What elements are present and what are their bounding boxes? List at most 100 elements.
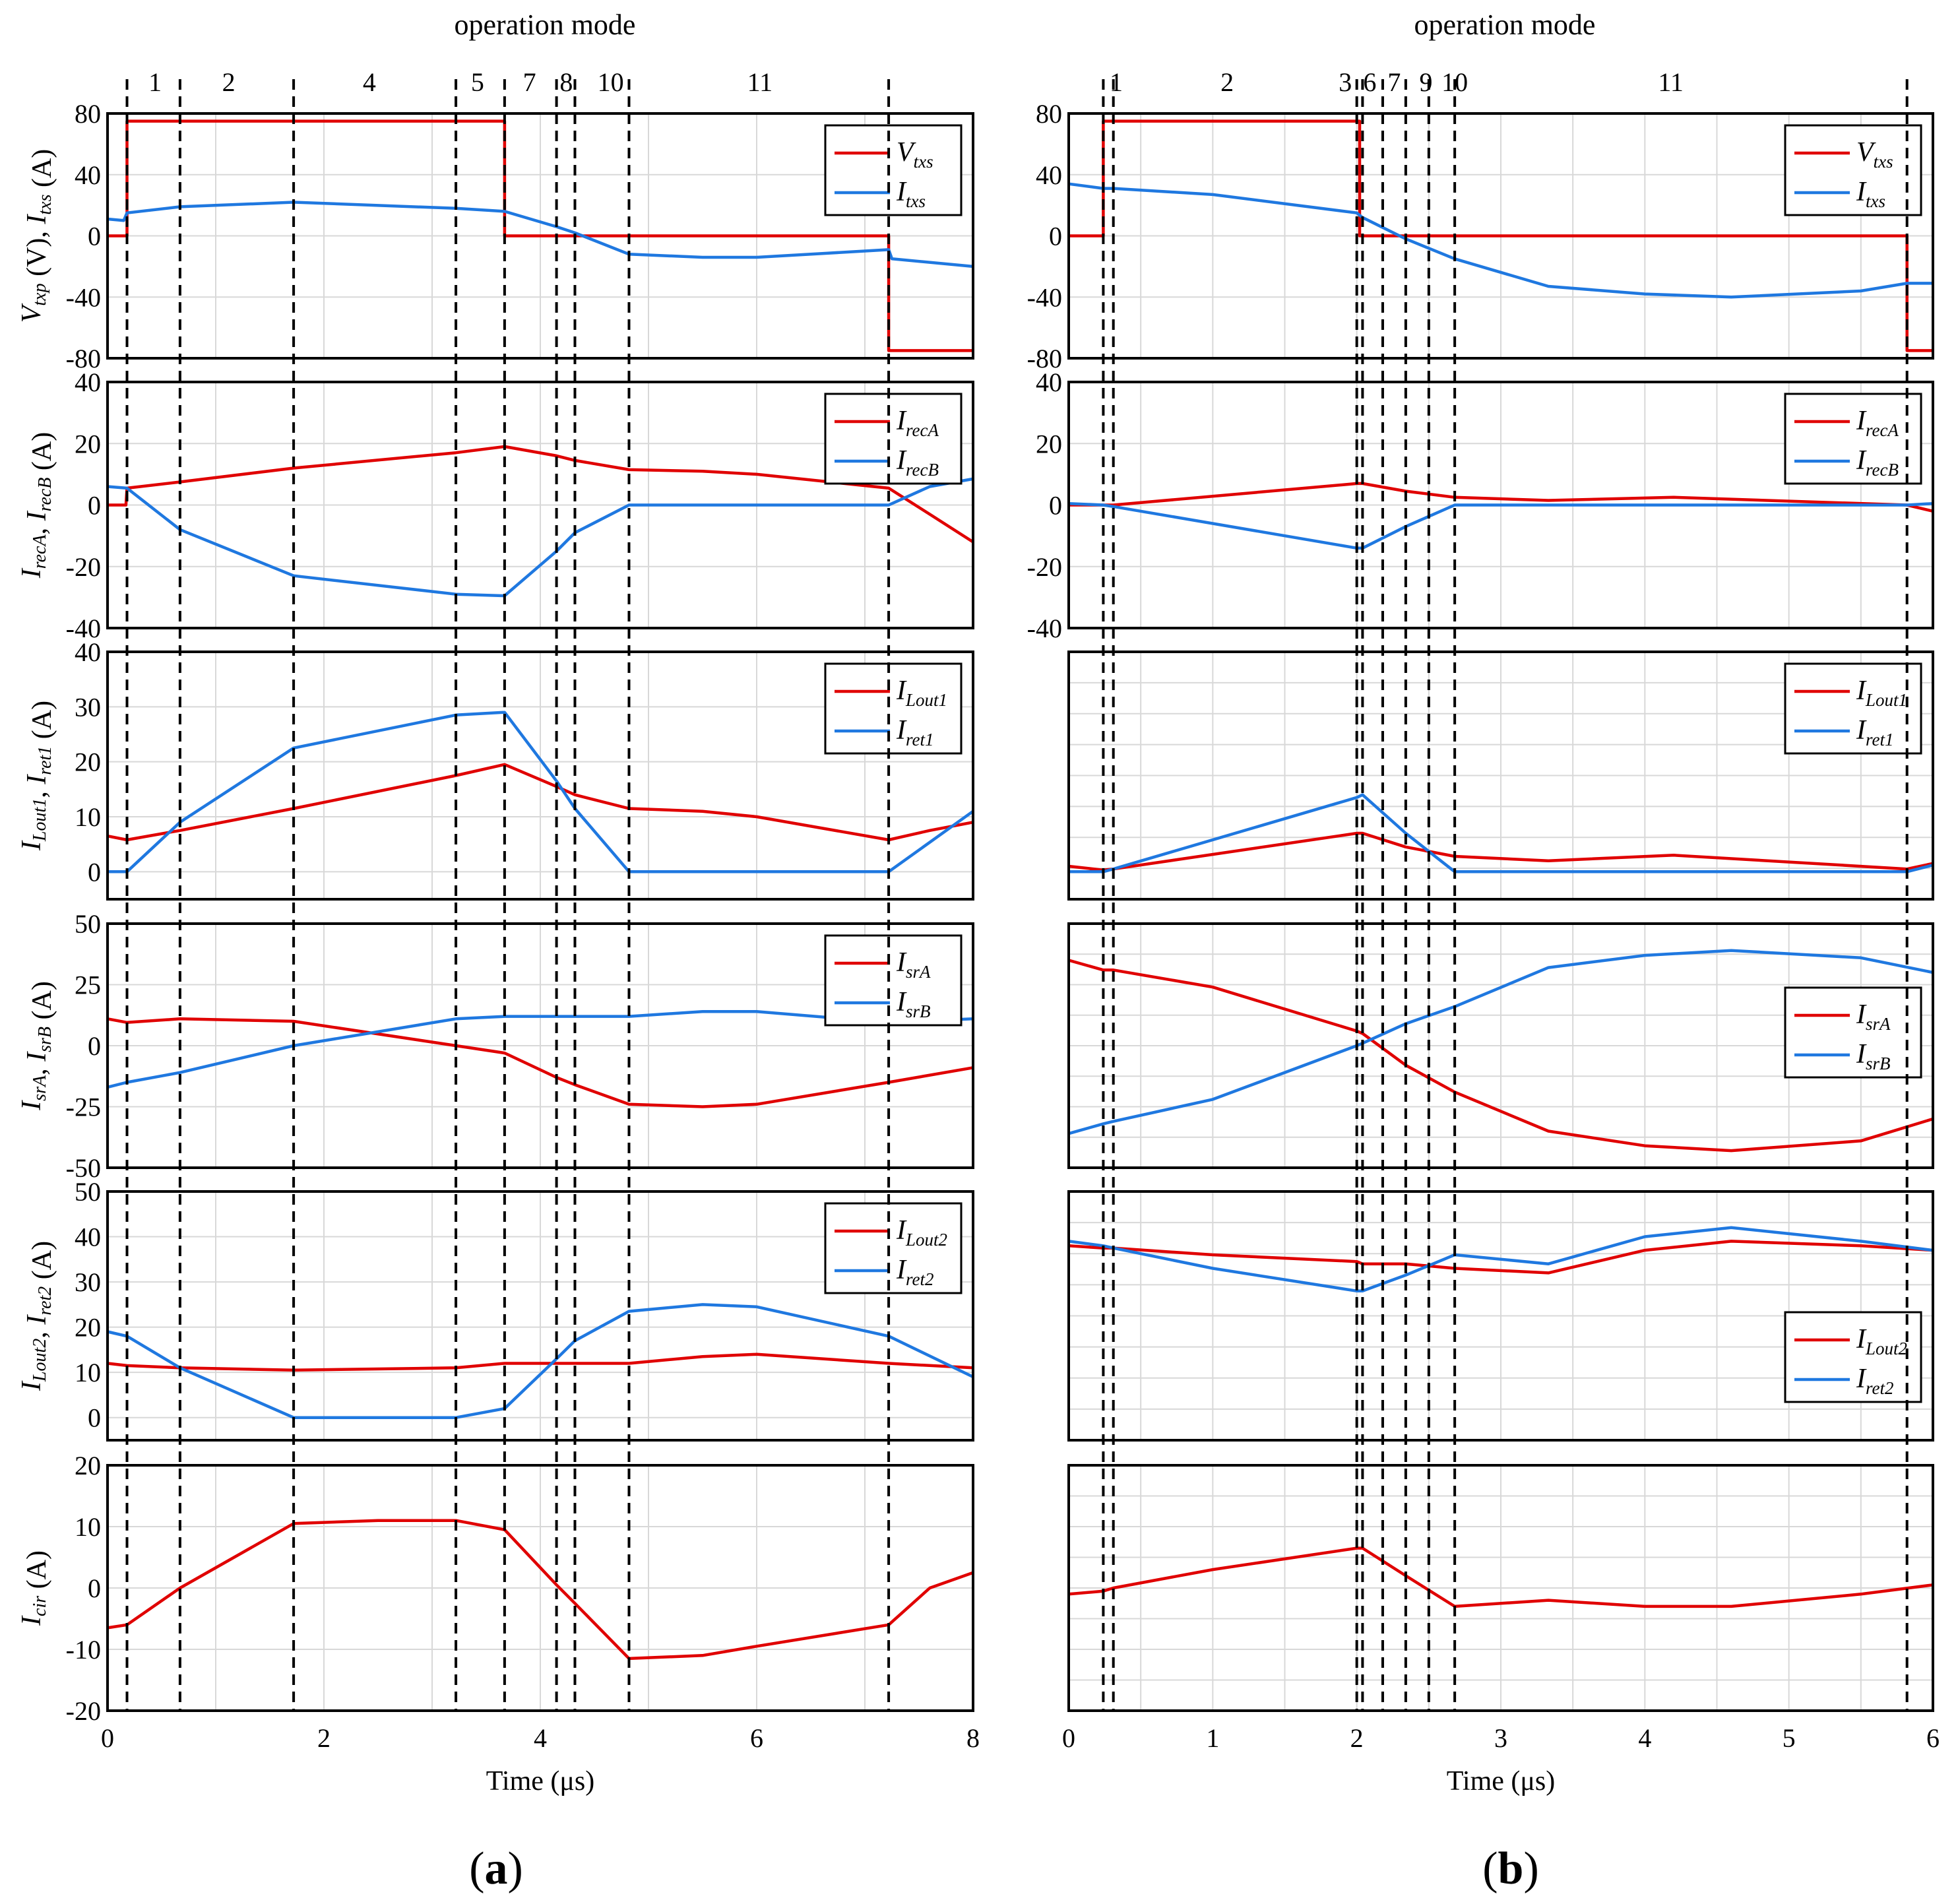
y-tick-label: 0 (88, 1573, 101, 1603)
y-tick-label: 25 (75, 970, 101, 1000)
y-tick-label: -40 (1027, 614, 1062, 643)
plot-frame (106, 112, 974, 360)
series-line-Iret1 (108, 711, 974, 873)
y-tick-label: -40 (66, 614, 101, 643)
legend-label: IsrB (896, 987, 931, 1021)
y-tick-label: -20 (66, 1696, 101, 1726)
plot-panel: ILout2 Iret2 (1067, 1190, 1934, 1442)
y-tick-label: 0 (88, 1031, 101, 1061)
legend: IsrA IsrB (824, 934, 963, 1027)
legend-box (1784, 662, 1922, 755)
y-tick-label: 30 (75, 1267, 101, 1297)
plot-frame (106, 651, 974, 901)
legend: IrecA IrecB (824, 393, 963, 485)
operation-mode-title: operation mode (1414, 9, 1596, 41)
y-tick-label: 20 (75, 747, 101, 777)
legend: ILout2 Iret2 (1784, 1311, 1922, 1403)
y-tick-label: 40 (75, 160, 101, 190)
y-tick-label: 40 (1036, 160, 1062, 190)
mode-label: 10 (598, 67, 624, 97)
legend-label: IrecB (1856, 445, 1899, 480)
x-tick-label: 0 (101, 1723, 114, 1753)
x-tick-label: 5 (1783, 1723, 1796, 1753)
plot-frame (1067, 651, 1934, 901)
plot-frame (1067, 1190, 1934, 1442)
plot-panel: 40 30 20 10 0 ILout1, Iret1 (A) ILout1 Iret1 (16, 637, 974, 901)
legend-box (1784, 1311, 1922, 1403)
x-tick-label: 2 (317, 1723, 331, 1753)
plot-frame (106, 381, 974, 629)
legend: IrecA IrecB (1784, 393, 1922, 485)
y-tick-label: -25 (66, 1093, 101, 1122)
y-tick-label: 30 (75, 692, 101, 722)
plot-panel: ILout1 Iret1 (1067, 651, 1934, 901)
y-tick-label: 80 (1036, 99, 1062, 129)
legend-label: IrecB (896, 445, 939, 480)
legend-label: Itxs (1856, 177, 1885, 211)
mode-label: 7 (523, 67, 536, 97)
y-axis-label: ILout1, Iret1 (A) (16, 701, 57, 851)
legend-label: ILout1 (1856, 676, 1907, 710)
y-tick-label: 40 (75, 367, 101, 397)
legend-box (1784, 124, 1922, 216)
y-axis-label: IsrA, IsrB (A) (16, 981, 57, 1111)
legend: IsrA IsrB (1784, 986, 1922, 1079)
mode-label: 8 (559, 67, 573, 97)
y-tick-label: 50 (75, 1177, 101, 1207)
mode-label: 11 (747, 67, 773, 97)
legend-label: Itxs (896, 177, 926, 211)
y-tick-label: 50 (75, 909, 101, 939)
legend-label: IrecA (896, 406, 939, 440)
series-line-IsrB (107, 1009, 974, 1089)
x-tick-label: 4 (534, 1723, 547, 1753)
legend-label: Iret1 (1856, 715, 1894, 749)
y-tick-label: -10 (66, 1635, 101, 1665)
legend: ILout1 Iret1 (1784, 662, 1922, 755)
mode-label: 2 (222, 67, 236, 97)
legend-box (824, 393, 963, 485)
y-tick-label: 0 (88, 1403, 101, 1433)
plot-frame (106, 1464, 974, 1712)
x-tick-label: 6 (750, 1723, 763, 1753)
legend-label: Vtxs (897, 137, 933, 172)
plot-frame (1067, 381, 1934, 629)
y-tick-label: -40 (66, 282, 101, 312)
legend-box (824, 934, 963, 1027)
legend-box (824, 124, 963, 216)
legend-label: Iret2 (896, 1255, 934, 1289)
plot-panel: 20 10 0 -10 -20 Icir (A) (16, 1451, 974, 1726)
y-tick-label: -40 (1027, 282, 1062, 312)
operation-mode-title: operation mode (455, 9, 636, 41)
y-tick-label: 40 (1036, 367, 1062, 397)
y-tick-label: 80 (75, 99, 101, 129)
legend-label: Iret1 (896, 715, 934, 749)
mode-label: 7 (1387, 67, 1401, 97)
y-tick-label: -80 (66, 344, 101, 373)
y-tick-label: 20 (75, 1313, 101, 1343)
caption-b: (b) (1482, 1843, 1539, 1894)
y-tick-label: 0 (1049, 222, 1062, 251)
y-tick-label: -20 (66, 552, 101, 582)
y-tick-label: -20 (1027, 552, 1062, 582)
legend-label: IsrA (896, 947, 931, 982)
legend-box (824, 662, 963, 755)
x-tick-label: 0 (1062, 1723, 1075, 1753)
y-axis-label: ILout2, Iret2 (A) (16, 1241, 57, 1391)
plot-frame (1067, 922, 1934, 1169)
y-axis-label: Icir (A) (16, 1550, 52, 1626)
legend: ILout1 Iret1 (824, 662, 963, 755)
mode-label: 2 (1220, 67, 1234, 97)
y-tick-label: 40 (75, 637, 101, 667)
series-line-Icir (107, 1519, 974, 1661)
x-tick-label: 8 (966, 1723, 980, 1753)
legend-label: ILout2 (896, 1215, 947, 1250)
legend-box (1784, 986, 1922, 1079)
plot-panel: 50 40 30 20 10 0 ILout2, Iret2 (A) ILout2 Iret2 (16, 1177, 974, 1442)
y-tick-label: 40 (75, 1222, 101, 1252)
mode-label: 1 (148, 67, 162, 97)
x-tick-label: 4 (1638, 1723, 1651, 1753)
y-tick-label: -80 (1027, 344, 1062, 373)
y-tick-label: 20 (75, 429, 101, 459)
